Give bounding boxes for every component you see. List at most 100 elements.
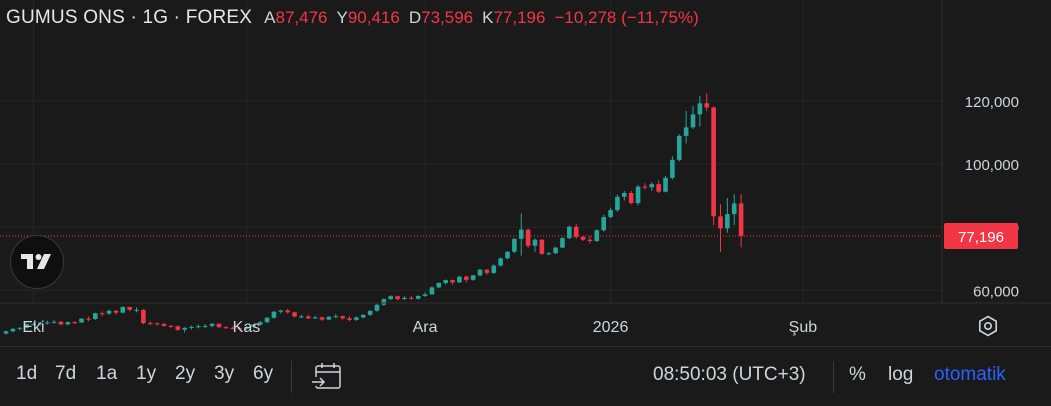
range-6y-button[interactable]: 6y xyxy=(253,363,274,384)
candle-body xyxy=(216,323,222,328)
x-tick-label: Ara xyxy=(413,319,438,336)
range-7d-button[interactable]: 7d xyxy=(55,363,77,384)
candle-body xyxy=(354,317,359,320)
candle-body xyxy=(615,196,620,211)
candle xyxy=(463,275,469,283)
candle xyxy=(525,228,531,248)
candle xyxy=(31,322,36,326)
candle-body xyxy=(429,287,435,295)
chart-area[interactable]: 40,00060,00080,000100,000120,000EkiKasAr… xyxy=(0,0,1051,346)
candle xyxy=(470,274,476,281)
toolbar-divider xyxy=(291,361,292,393)
candle xyxy=(656,180,661,193)
candle xyxy=(601,214,606,232)
candle-body xyxy=(443,280,448,283)
candle-body xyxy=(580,236,586,240)
candle xyxy=(725,198,730,233)
range-2y-button[interactable]: 2y xyxy=(175,363,196,384)
candle xyxy=(354,316,359,321)
candle-body xyxy=(230,327,236,329)
candle xyxy=(347,316,352,322)
candle-body xyxy=(99,313,105,315)
go-to-date-icon[interactable] xyxy=(310,361,344,393)
y-tick-label: 120,000 xyxy=(965,94,1019,111)
candle-body xyxy=(113,310,119,313)
candle xyxy=(505,251,510,260)
candle xyxy=(154,322,160,326)
candle xyxy=(374,303,380,312)
symbol-title[interactable]: GUMUS ONS · 1G · FOREX xyxy=(6,7,253,28)
candle-body xyxy=(477,269,483,276)
candle-body xyxy=(395,296,400,300)
change-value: −10,278 (−11,75%) xyxy=(554,8,699,27)
candle-body xyxy=(409,297,414,299)
candle-body xyxy=(65,322,71,325)
candle xyxy=(429,286,435,295)
candle-body xyxy=(347,318,352,320)
candle-body xyxy=(718,216,723,229)
price-chart[interactable]: 40,00060,00080,000100,000120,000EkiKasAr… xyxy=(0,0,1051,346)
auto-scale-button[interactable]: otomatik xyxy=(934,364,1006,385)
candle-body xyxy=(532,239,538,246)
candle-body xyxy=(202,325,208,327)
candle-body xyxy=(601,216,606,231)
log-scale-button[interactable]: log xyxy=(888,364,914,385)
candle-body xyxy=(182,327,187,330)
candle-body xyxy=(512,238,517,252)
candle xyxy=(134,307,139,313)
tradingview-logo[interactable] xyxy=(10,235,64,289)
candle xyxy=(106,309,112,316)
candle-body xyxy=(642,186,648,188)
candle-body xyxy=(189,326,194,328)
candle xyxy=(690,106,696,129)
candle xyxy=(450,279,455,285)
candle xyxy=(567,225,572,240)
candle xyxy=(628,190,634,205)
candle xyxy=(443,279,448,285)
candle xyxy=(711,106,716,226)
candle xyxy=(230,326,236,330)
chart-settings-icon[interactable] xyxy=(976,314,1000,338)
candle-body xyxy=(305,316,311,319)
y-tick-label: 60,000 xyxy=(973,283,1019,300)
candle xyxy=(546,251,552,256)
candle-body xyxy=(525,229,531,246)
candle xyxy=(93,312,98,320)
candle xyxy=(622,191,627,201)
candle xyxy=(44,320,50,325)
candle xyxy=(285,308,290,314)
candle xyxy=(264,317,270,324)
candle xyxy=(38,321,43,326)
candle-body xyxy=(518,229,524,239)
range-3y-button[interactable]: 3y xyxy=(214,363,235,384)
low-label: D xyxy=(408,8,422,27)
candle-body xyxy=(141,309,146,324)
toolbar-divider xyxy=(833,361,834,393)
timezone-clock[interactable]: 08:50:03 (UTC+3) xyxy=(653,364,806,385)
candle-body xyxy=(168,325,174,327)
candle xyxy=(615,194,620,212)
candle-body xyxy=(24,324,29,328)
x-tick-label: Kas xyxy=(233,319,261,336)
percent-scale-button[interactable]: % xyxy=(849,364,866,385)
candle xyxy=(292,311,297,318)
candle-body xyxy=(725,214,730,229)
candle-body xyxy=(106,310,112,314)
range-1y-button[interactable]: 1y xyxy=(136,363,157,384)
candle-body xyxy=(505,251,510,259)
range-1d-button[interactable]: 1d xyxy=(16,363,38,384)
candle-body xyxy=(676,135,682,160)
candle xyxy=(670,156,675,180)
candle-body xyxy=(381,299,387,305)
candle-body xyxy=(704,103,710,108)
candle xyxy=(409,295,414,300)
candle-body xyxy=(436,282,442,288)
candle xyxy=(72,321,77,325)
candle-body xyxy=(711,107,716,217)
range-1a-button[interactable]: 1a xyxy=(96,363,118,384)
candle-body xyxy=(690,114,696,128)
last-price-tag-bg xyxy=(944,222,1018,249)
candle-body xyxy=(278,310,284,312)
candle-body xyxy=(333,316,339,318)
candle xyxy=(580,235,586,241)
